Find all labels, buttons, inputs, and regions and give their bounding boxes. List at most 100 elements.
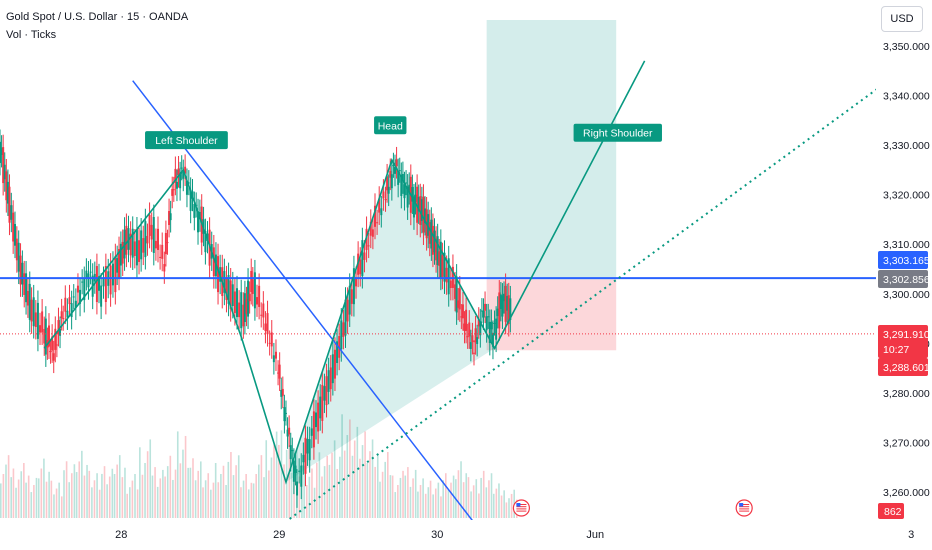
candle-body <box>390 174 393 189</box>
price-tag: 3,302.856 <box>878 270 930 288</box>
candle-body <box>296 481 299 496</box>
candle-body <box>340 320 343 350</box>
candle-body <box>348 285 351 315</box>
candle-body <box>485 316 488 331</box>
candle-body <box>363 252 366 260</box>
volume-bar <box>263 477 265 518</box>
volume-bar <box>356 426 359 518</box>
volume-bar <box>53 494 55 518</box>
volume-bar <box>432 494 434 518</box>
volume-bar <box>333 440 336 518</box>
candle-body <box>41 311 44 333</box>
candle-body <box>422 196 425 233</box>
candle-body <box>177 168 180 176</box>
volume-bar <box>270 457 273 518</box>
volume-bar <box>308 476 311 518</box>
candle-body <box>44 318 47 355</box>
volume-bar <box>136 489 139 518</box>
volume-bar <box>359 458 361 518</box>
volume-layer <box>0 414 518 518</box>
volume-bar <box>230 452 232 518</box>
volume-bar <box>252 483 255 518</box>
volume-bar <box>63 470 65 518</box>
candle-body <box>304 437 307 474</box>
y-tick-label: 3,310.000 <box>883 239 930 251</box>
volume-bar <box>434 488 437 518</box>
volume-bar <box>81 450 83 518</box>
candle-body <box>272 355 275 363</box>
flag-canton <box>739 503 744 507</box>
candle-body <box>17 242 20 272</box>
candle-body <box>506 296 509 311</box>
candle-body <box>76 285 79 293</box>
candle-body <box>266 313 269 335</box>
candle-body <box>15 238 18 261</box>
time-axis[interactable]: 28 29 30 Jun 3 <box>0 520 914 550</box>
volume-bar <box>116 464 118 518</box>
volume-bar <box>111 468 114 518</box>
candle-body <box>231 284 234 307</box>
candle-body <box>433 230 436 253</box>
candle-body <box>39 325 42 333</box>
candle-body <box>185 180 188 195</box>
volume-bar <box>247 489 250 518</box>
candle-body <box>449 280 452 288</box>
volume-bar <box>121 477 124 518</box>
candle-body <box>298 470 301 472</box>
candle-body <box>455 276 458 313</box>
candle-body <box>302 454 305 463</box>
candle-body <box>148 214 151 236</box>
candle-body <box>315 412 317 428</box>
candle-body <box>248 293 251 302</box>
candle-body <box>260 314 263 316</box>
price-tag-box <box>878 251 928 269</box>
volume-bar <box>65 461 68 518</box>
candle-body <box>319 396 322 419</box>
downtrend-line <box>132 80 478 528</box>
volume-bar <box>278 444 280 518</box>
volume-bar <box>78 461 81 518</box>
volume-bar <box>126 493 128 518</box>
volume-bar <box>346 435 349 518</box>
price-tag-box <box>878 270 928 288</box>
volume-bar <box>83 475 86 518</box>
candle-body <box>264 323 267 331</box>
candle-body <box>168 211 171 225</box>
volume-bar <box>187 467 189 518</box>
volume-bar <box>156 486 159 518</box>
volume-bar <box>222 465 225 518</box>
candle-body <box>43 328 46 344</box>
candle-body <box>389 170 392 178</box>
candle-body <box>477 319 480 327</box>
candle-body <box>34 312 37 328</box>
candle-body <box>100 285 103 307</box>
candle-body <box>236 288 238 318</box>
volume-bar <box>98 489 101 518</box>
candle-body <box>74 300 77 308</box>
candle-body <box>312 411 315 448</box>
candle-body <box>342 322 345 337</box>
candle-body <box>32 297 35 327</box>
volume-bar <box>508 498 510 518</box>
volume-bar <box>60 496 63 518</box>
volume-bar <box>399 477 402 518</box>
pattern-label: Right Shoulder <box>573 123 662 142</box>
volume-bar <box>245 474 247 518</box>
volume-bar <box>118 455 121 518</box>
candle-body <box>495 318 498 340</box>
volume-bar <box>422 478 424 518</box>
time-axis-bg <box>0 520 876 550</box>
volume-bar <box>162 469 164 518</box>
volume-bar <box>124 467 126 518</box>
candle-body <box>189 189 192 211</box>
volume-bar <box>318 452 321 518</box>
candle-body <box>79 289 82 304</box>
candle-body <box>411 187 414 202</box>
currency-button[interactable]: USD <box>881 6 923 32</box>
neckline-dotted <box>264 84 883 538</box>
candle-body <box>89 271 92 273</box>
pattern-label-text: Head <box>378 120 403 132</box>
candle-body <box>227 275 230 304</box>
volume-bar <box>131 480 134 518</box>
